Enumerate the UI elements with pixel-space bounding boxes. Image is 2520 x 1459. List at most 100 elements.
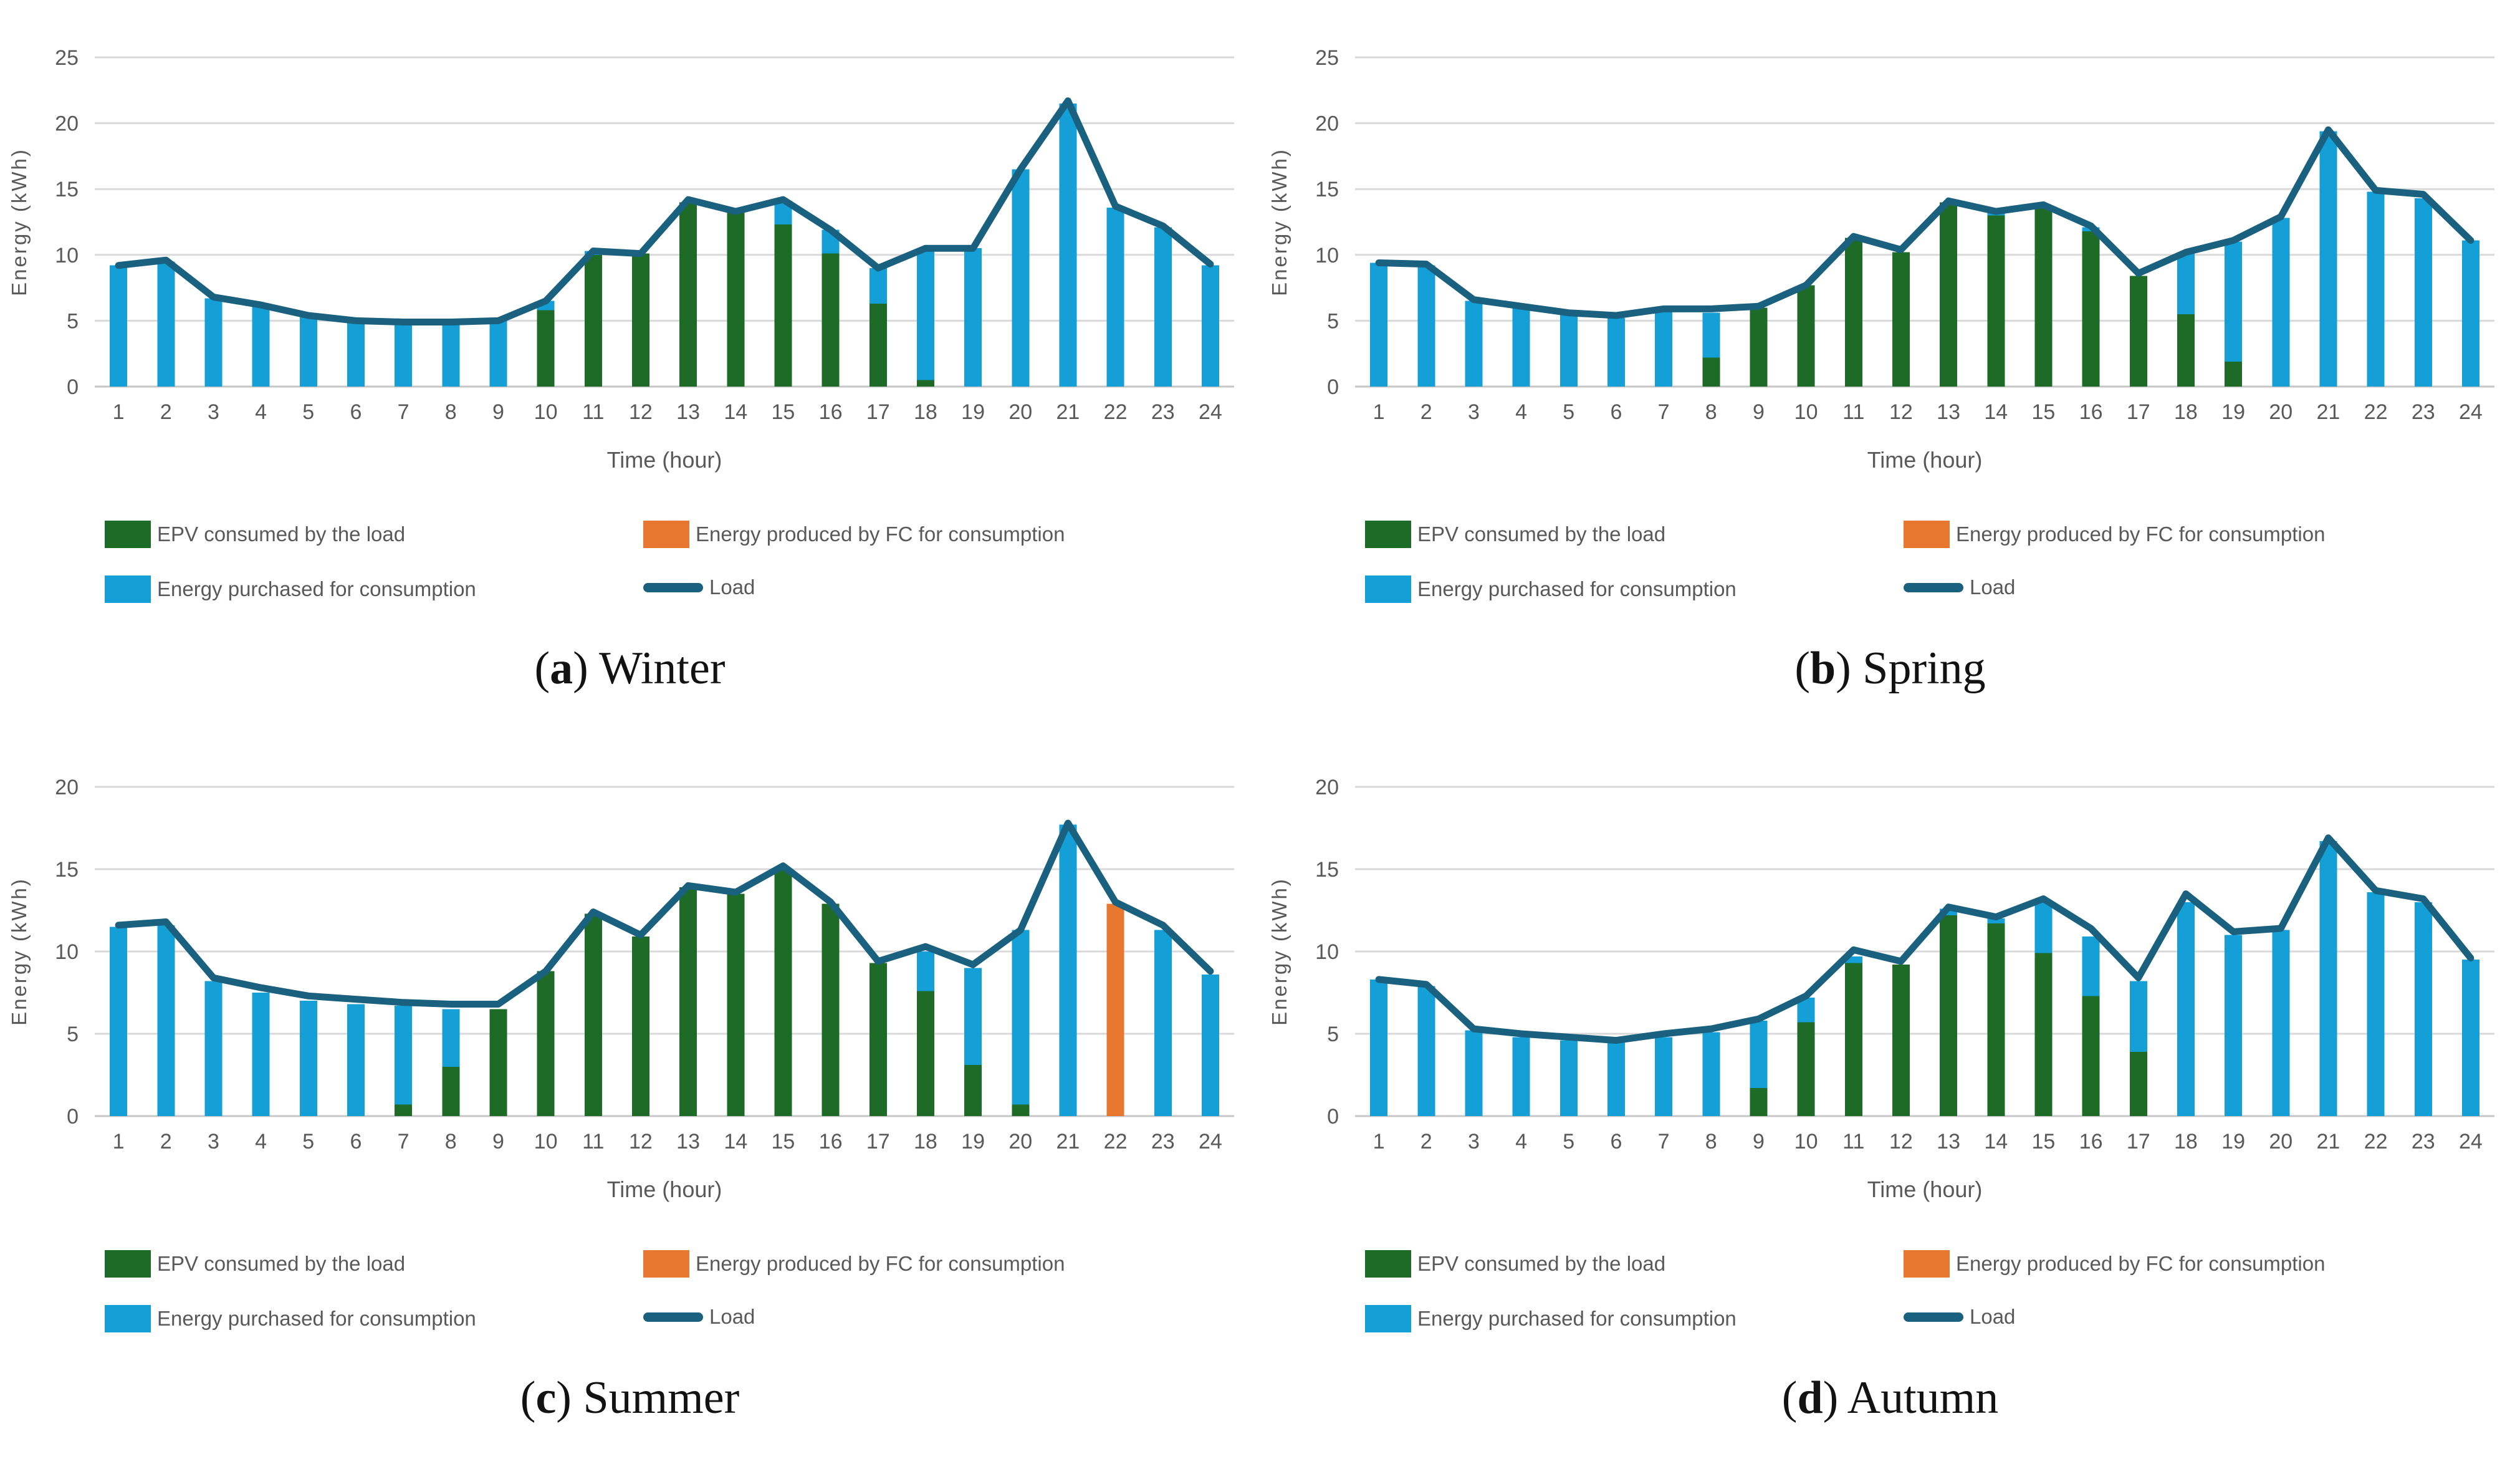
y-tick-label: 20 (55, 112, 79, 136)
bar-epv-h18 (2177, 314, 2195, 387)
bar-epv-h20 (1012, 1104, 1030, 1116)
chart-summer: 0 5 10 15 20 Energy (kWh) 1 2 3 4 5 6 7 8 9 10 11 12 13 14 1… (0, 730, 1260, 1228)
bar-epv-h14 (727, 893, 745, 1116)
x-tick-label: 8 (445, 1130, 457, 1153)
x-tick-label: 13 (1937, 400, 1960, 424)
caption-paren: ) (1836, 643, 1863, 694)
bar-purchased-h3 (204, 298, 223, 387)
x-tick-label: 7 (398, 1130, 410, 1153)
bar-purchased-h18 (916, 951, 934, 991)
chart-winter: 0 5 10 15 20 25 Energy (kWh) 1 2 3 4 5 6 7 8 9 10 11 12 13 1… (0, 0, 1260, 499)
x-tick-label: 1 (1373, 400, 1385, 424)
y-axis-title: Energy (kWh) (1268, 877, 1291, 1026)
x-tick-label: 18 (914, 400, 937, 424)
bar-purchased-h8 (1702, 1032, 1720, 1116)
y-tick-label: 5 (1327, 309, 1339, 333)
bar-purchased-h19 (2225, 935, 2243, 1116)
x-tick-label: 6 (350, 400, 362, 424)
bar-purchased-h22 (1106, 207, 1124, 387)
bar-purchased-h8 (1702, 312, 1720, 358)
x-tick-label: 11 (1842, 400, 1864, 424)
load-line-swatch-icon (643, 1312, 703, 1322)
bar-purchased-h2 (157, 925, 175, 1116)
legend-label: EPV consumed by the load (1417, 522, 1666, 546)
bar-epv-h10 (1797, 285, 1815, 387)
legend-item-epv: EPV consumed by the load (105, 1250, 405, 1278)
y-tick-label: 10 (55, 940, 79, 964)
bar-purchased-h6 (347, 320, 365, 387)
x-tick-label: 7 (398, 400, 410, 424)
x-tick-label: 3 (208, 1130, 219, 1153)
bar-epv-h13 (1940, 202, 1958, 387)
caption-season: Winter (598, 643, 726, 694)
bar-purchased-h3 (1465, 301, 1483, 387)
fc-swatch-icon (1904, 1250, 1950, 1278)
chart-spring: 0 5 10 15 20 25 Energy (kWh) 1 2 3 4 5 6 7 8 9 10 11 12 13 1… (1260, 0, 2520, 499)
bar-epv-h11 (584, 254, 602, 387)
bar-epv-h14 (1987, 215, 2005, 387)
bar-purchased-h5 (299, 315, 317, 387)
legend-item-load: Load (1904, 1305, 2015, 1329)
bar-purchased-h20 (2272, 930, 2290, 1116)
bar-purchased-h7 (1655, 311, 1673, 387)
x-axis-title: Time (hour) (607, 447, 722, 473)
x-tick-label: 8 (1705, 400, 1717, 424)
legend-label: Energy produced by FC for consumption (1956, 522, 2326, 546)
x-tick-label: 16 (2079, 400, 2103, 424)
x-tick-label: 1 (113, 1130, 125, 1153)
bar-purchased-h1 (110, 927, 128, 1116)
bar-purchased-h19 (2225, 241, 2243, 362)
bar-epv-h16 (2082, 996, 2100, 1116)
legend-item-fc: Energy produced by FC for consumption (643, 521, 1065, 548)
x-tick-label: 23 (2412, 400, 2435, 424)
x-tick-label: 1 (1373, 1130, 1385, 1153)
x-tick-label: 22 (1104, 1130, 1128, 1153)
x-tick-label: 16 (819, 400, 843, 424)
x-tick-label: 18 (2174, 400, 2198, 424)
purchased-swatch-icon (105, 1305, 151, 1332)
x-tick-label: 12 (629, 1130, 653, 1153)
bar-purchased-h1 (110, 265, 128, 387)
bar-purchased-h6 (347, 1004, 365, 1116)
bar-purchased-h17 (2129, 981, 2147, 1052)
legend-item-fc: Energy produced by FC for consumption (1904, 1250, 2325, 1278)
bar-purchased-h4 (252, 993, 270, 1116)
y-tick-label: 20 (1315, 112, 1339, 136)
x-tick-label: 22 (2364, 400, 2388, 424)
x-tick-label: 19 (961, 1130, 985, 1153)
y-tick-label: 20 (1315, 776, 1339, 799)
caption-paren: ( (534, 643, 550, 694)
x-tick-label: 11 (1842, 1130, 1864, 1153)
legend-label: Load (1970, 1305, 2016, 1328)
bar-purchased-h2 (1417, 986, 1435, 1116)
x-tick-label: 13 (676, 400, 700, 424)
bar-purchased-h20 (2272, 218, 2290, 387)
bar-purchased-h2 (157, 261, 175, 387)
bar-epv-h11 (1844, 238, 1862, 387)
bar-epv-h17 (869, 963, 887, 1116)
bar-purchased-h5 (1559, 1040, 1578, 1116)
purchased-swatch-icon (1365, 575, 1411, 603)
bar-purchased-h6 (1607, 1042, 1625, 1116)
legend-item-epv: EPV consumed by the load (1365, 1250, 1665, 1278)
x-tick-label: 11 (582, 1130, 604, 1153)
legend-item-purchased: Energy purchased for consumption (105, 1305, 476, 1332)
x-tick-label: 1 (113, 400, 125, 424)
caption-summer: (c) Summer (0, 1372, 1260, 1425)
legend-item-purchased: Energy purchased for consumption (105, 575, 476, 603)
x-tick-label: 4 (255, 400, 267, 424)
load-line-swatch-icon (1904, 1312, 1963, 1322)
fc-swatch-icon (643, 1250, 689, 1278)
x-tick-label: 23 (1151, 400, 1175, 424)
caption-autumn: (d) Autumn (1260, 1372, 2520, 1425)
x-tick-label: 21 (1056, 1130, 1080, 1153)
x-tick-label: 12 (629, 400, 653, 424)
x-axis-title: Time (hour) (1867, 1177, 1983, 1202)
x-tick-label: 24 (2459, 400, 2483, 424)
bar-purchased-h2 (1417, 265, 1435, 387)
bar-epv-h12 (631, 937, 649, 1116)
bar-purchased-h20 (1012, 169, 1030, 387)
y-tick-label: 15 (1315, 858, 1339, 882)
bar-purchased-h17 (869, 267, 887, 304)
